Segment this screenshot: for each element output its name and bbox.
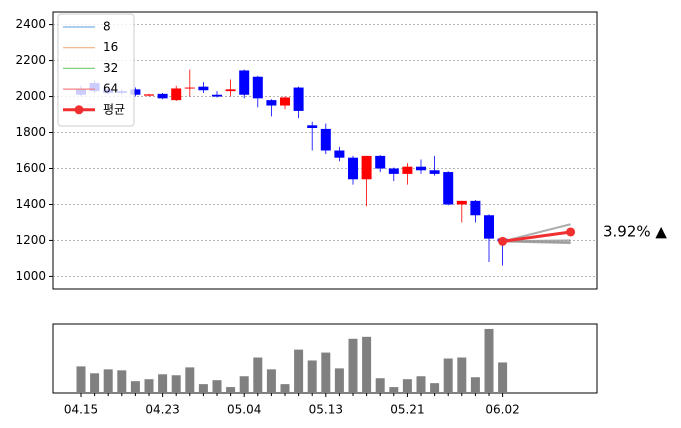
y-tick-label: 2400 [15,17,46,31]
candle-body [171,88,182,101]
candle-body [225,89,236,92]
x-tick-label: 05.21 [390,403,424,417]
candle-body [184,87,195,89]
volume-bar [103,369,113,393]
forecast-line [502,230,571,243]
forecast-point [566,227,576,237]
x-tick-label: 06.02 [485,403,519,417]
volume-bar [334,368,344,393]
y-tick-label: 1800 [15,125,46,139]
volume-bar [171,375,181,393]
annotation: 3.92% ▲ [603,223,667,241]
candle-body [198,86,209,91]
candle-body [266,100,277,106]
candle-body [157,93,168,99]
volume-bar [198,384,208,393]
candle-body [252,76,263,99]
volume-bar [416,376,426,393]
volume-bar [375,378,385,393]
price-plot-frame [52,11,598,290]
candle-body [212,94,222,97]
volume-bar [321,352,331,393]
candle-body [375,155,386,169]
volume-bar [470,377,480,393]
volume-bar [362,336,372,393]
candle-body [361,155,372,180]
candle-body [484,215,494,239]
candle-body [130,89,141,95]
volume-bar [484,328,494,393]
candle-body [320,128,331,151]
forecast-line [502,240,571,245]
volume-bar [144,379,154,393]
volume-bar [307,360,317,393]
volume-bar [226,387,236,393]
legend-label: 평균 [103,102,125,116]
volume-bar [90,373,100,393]
y-tick-label: 1200 [15,233,46,247]
x-tick-label: 05.13 [309,403,343,417]
legend-label: 8 [103,20,111,34]
x-tick-label: 04.23 [145,403,179,417]
y-tick-label: 2000 [15,89,46,103]
y-tick-label: 1600 [15,161,46,175]
volume-bar [76,366,86,393]
candle-body [388,168,399,174]
legend-label: 16 [103,40,118,54]
volume-bar [294,349,304,393]
forecast-point [498,236,508,246]
volume-bar [389,387,399,393]
volume-bar [430,383,440,393]
legend-label: 32 [103,61,118,75]
volume-bar [457,357,467,393]
volume-bar [212,380,222,393]
volume-bar [498,362,508,393]
legend-label: 64 [103,82,118,96]
volume-bar [280,384,290,393]
candle-body [416,166,426,171]
candle-body [293,87,304,111]
volume-bar [266,369,276,393]
y-tick-label: 2200 [15,53,46,67]
y-tick-label: 1400 [15,197,46,211]
legend-marker [74,105,84,115]
candle-body [443,172,454,205]
candle-body [144,94,154,96]
x-tick-label: 05.04 [227,403,261,417]
candle-body [307,125,318,129]
candle-body [348,157,358,180]
candle-body [334,150,345,158]
candle-body [429,170,440,174]
volume-bar [185,367,195,393]
candle-body [402,166,413,174]
volume-bar [117,370,127,393]
x-tick-label: 04.15 [64,403,98,417]
candle-body [470,200,481,216]
volume-bar [443,358,453,393]
volume-bar [239,376,249,393]
candle-body [239,70,250,95]
volume-bar [130,381,140,393]
y-tick-label: 1000 [15,269,46,283]
volume-bar [402,379,412,393]
legend-box [57,13,135,127]
candle-body [280,97,290,106]
volume-bar [348,338,358,393]
volume-bar [253,357,263,393]
candle-body [456,200,467,205]
volume-bar [158,374,168,393]
